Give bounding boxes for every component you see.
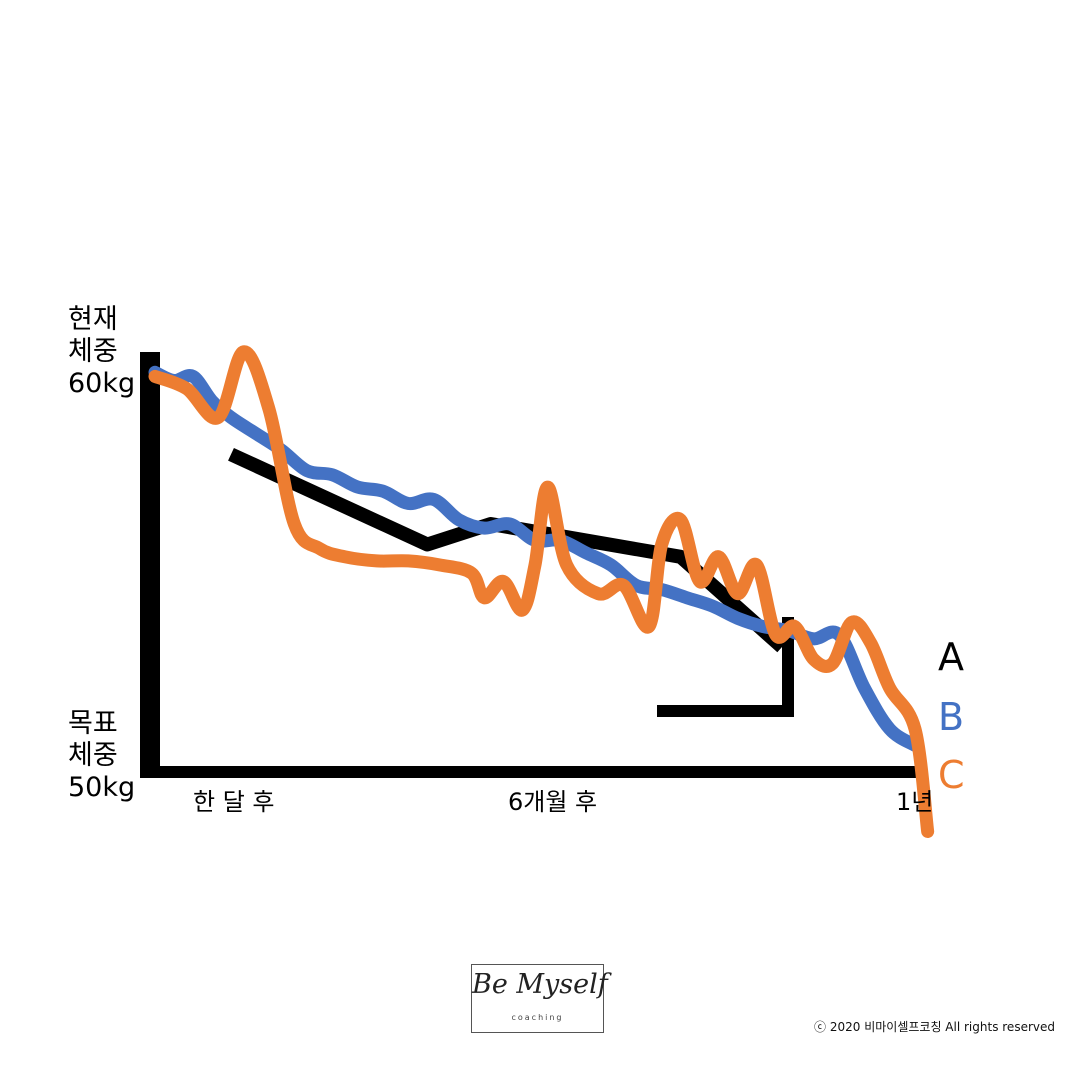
x-tick-label: 6개월 후 [508,788,598,816]
copyright-notice: ⓒ 2020 비마이셀프코칭 All rights reserved [814,1020,1055,1034]
chart-axes [140,352,925,778]
legend-label-b: B [938,695,965,739]
chart-series-layer [148,345,935,838]
legend-label-c: C [938,753,965,797]
brand-logo: Be Myself coaching [471,964,608,1033]
x-tick-label: 한 달 후 [193,788,275,816]
y-axis-top-label: 현재 체중 60kg [68,304,136,399]
logo-subtitle: coaching [511,1013,564,1022]
legend-label-a: A [938,635,964,679]
series-line-c [148,345,935,838]
y-axis-bottom-label: 목표 체중 50kg [68,708,136,803]
x-tick-label: 1년 [896,788,934,816]
logo-script-text: Be Myself [472,969,608,1000]
